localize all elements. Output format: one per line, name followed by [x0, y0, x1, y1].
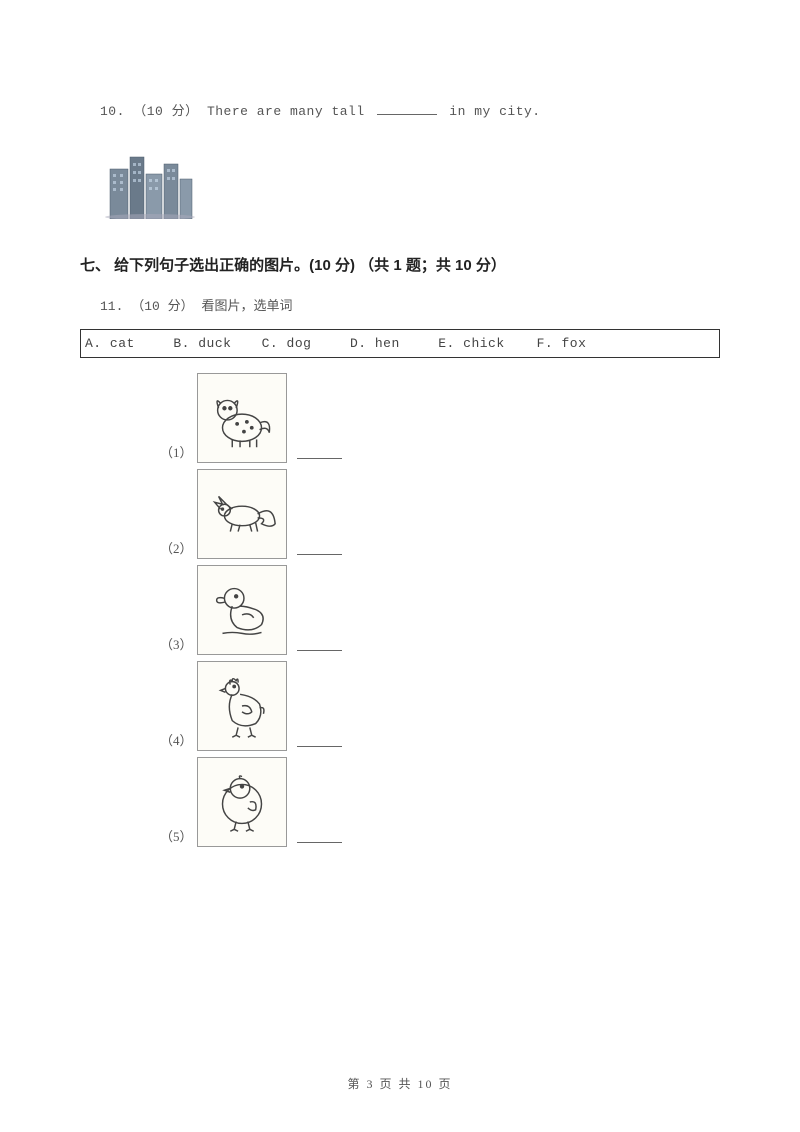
item-3-label: （3）	[160, 634, 193, 655]
item-5: （5）	[160, 757, 720, 847]
page-footer: 第 3 页 共 10 页	[0, 1075, 800, 1092]
q11-points: （10 分）	[131, 299, 193, 314]
option-c: C. dog	[262, 336, 342, 351]
q10-number: 10.	[100, 104, 125, 119]
q10-text-before: There are many tall	[207, 104, 365, 119]
option-a: A. cat	[85, 336, 165, 351]
item-1: （1）	[160, 373, 720, 463]
item-1-label: （1）	[160, 442, 193, 463]
page-content: 10. （10 分） There are many tall in my cit…	[0, 0, 800, 847]
item-1-image	[197, 373, 287, 463]
item-4-label: （4）	[160, 730, 193, 751]
item-1-blank[interactable]	[297, 449, 342, 459]
item-2-image	[197, 469, 287, 559]
option-d: D. hen	[350, 336, 430, 351]
q11-instruction: 看图片，选单词	[201, 299, 292, 314]
item-5-blank[interactable]	[297, 833, 342, 843]
item-2-label: （2）	[160, 538, 193, 559]
option-f: F. fox	[537, 336, 607, 351]
q10-blank[interactable]	[377, 103, 437, 115]
item-4: （4）	[160, 661, 720, 751]
item-3-image	[197, 565, 287, 655]
q10-points: （10 分）	[133, 104, 198, 119]
buildings-image	[100, 149, 720, 224]
item-4-blank[interactable]	[297, 737, 342, 747]
item-5-image	[197, 757, 287, 847]
question-11: 11. （10 分） 看图片，选单词	[100, 295, 720, 314]
option-b: B. duck	[173, 336, 253, 351]
item-3-blank[interactable]	[297, 641, 342, 651]
item-2: （2）	[160, 469, 720, 559]
item-4-image	[197, 661, 287, 751]
option-e: E. chick	[438, 336, 528, 351]
item-3: （3）	[160, 565, 720, 655]
q11-number: 11.	[100, 299, 123, 314]
item-5-label: （5）	[160, 826, 193, 847]
options-box: A. cat B. duck C. dog D. hen E. chick F.…	[80, 329, 720, 358]
item-2-blank[interactable]	[297, 545, 342, 555]
section-7-heading: 七、 给下列句子选出正确的图片。(10 分) （共 1 题；共 10 分）	[80, 254, 720, 275]
question-10: 10. （10 分） There are many tall in my cit…	[100, 100, 720, 119]
q10-text-after: in my city.	[449, 104, 540, 119]
